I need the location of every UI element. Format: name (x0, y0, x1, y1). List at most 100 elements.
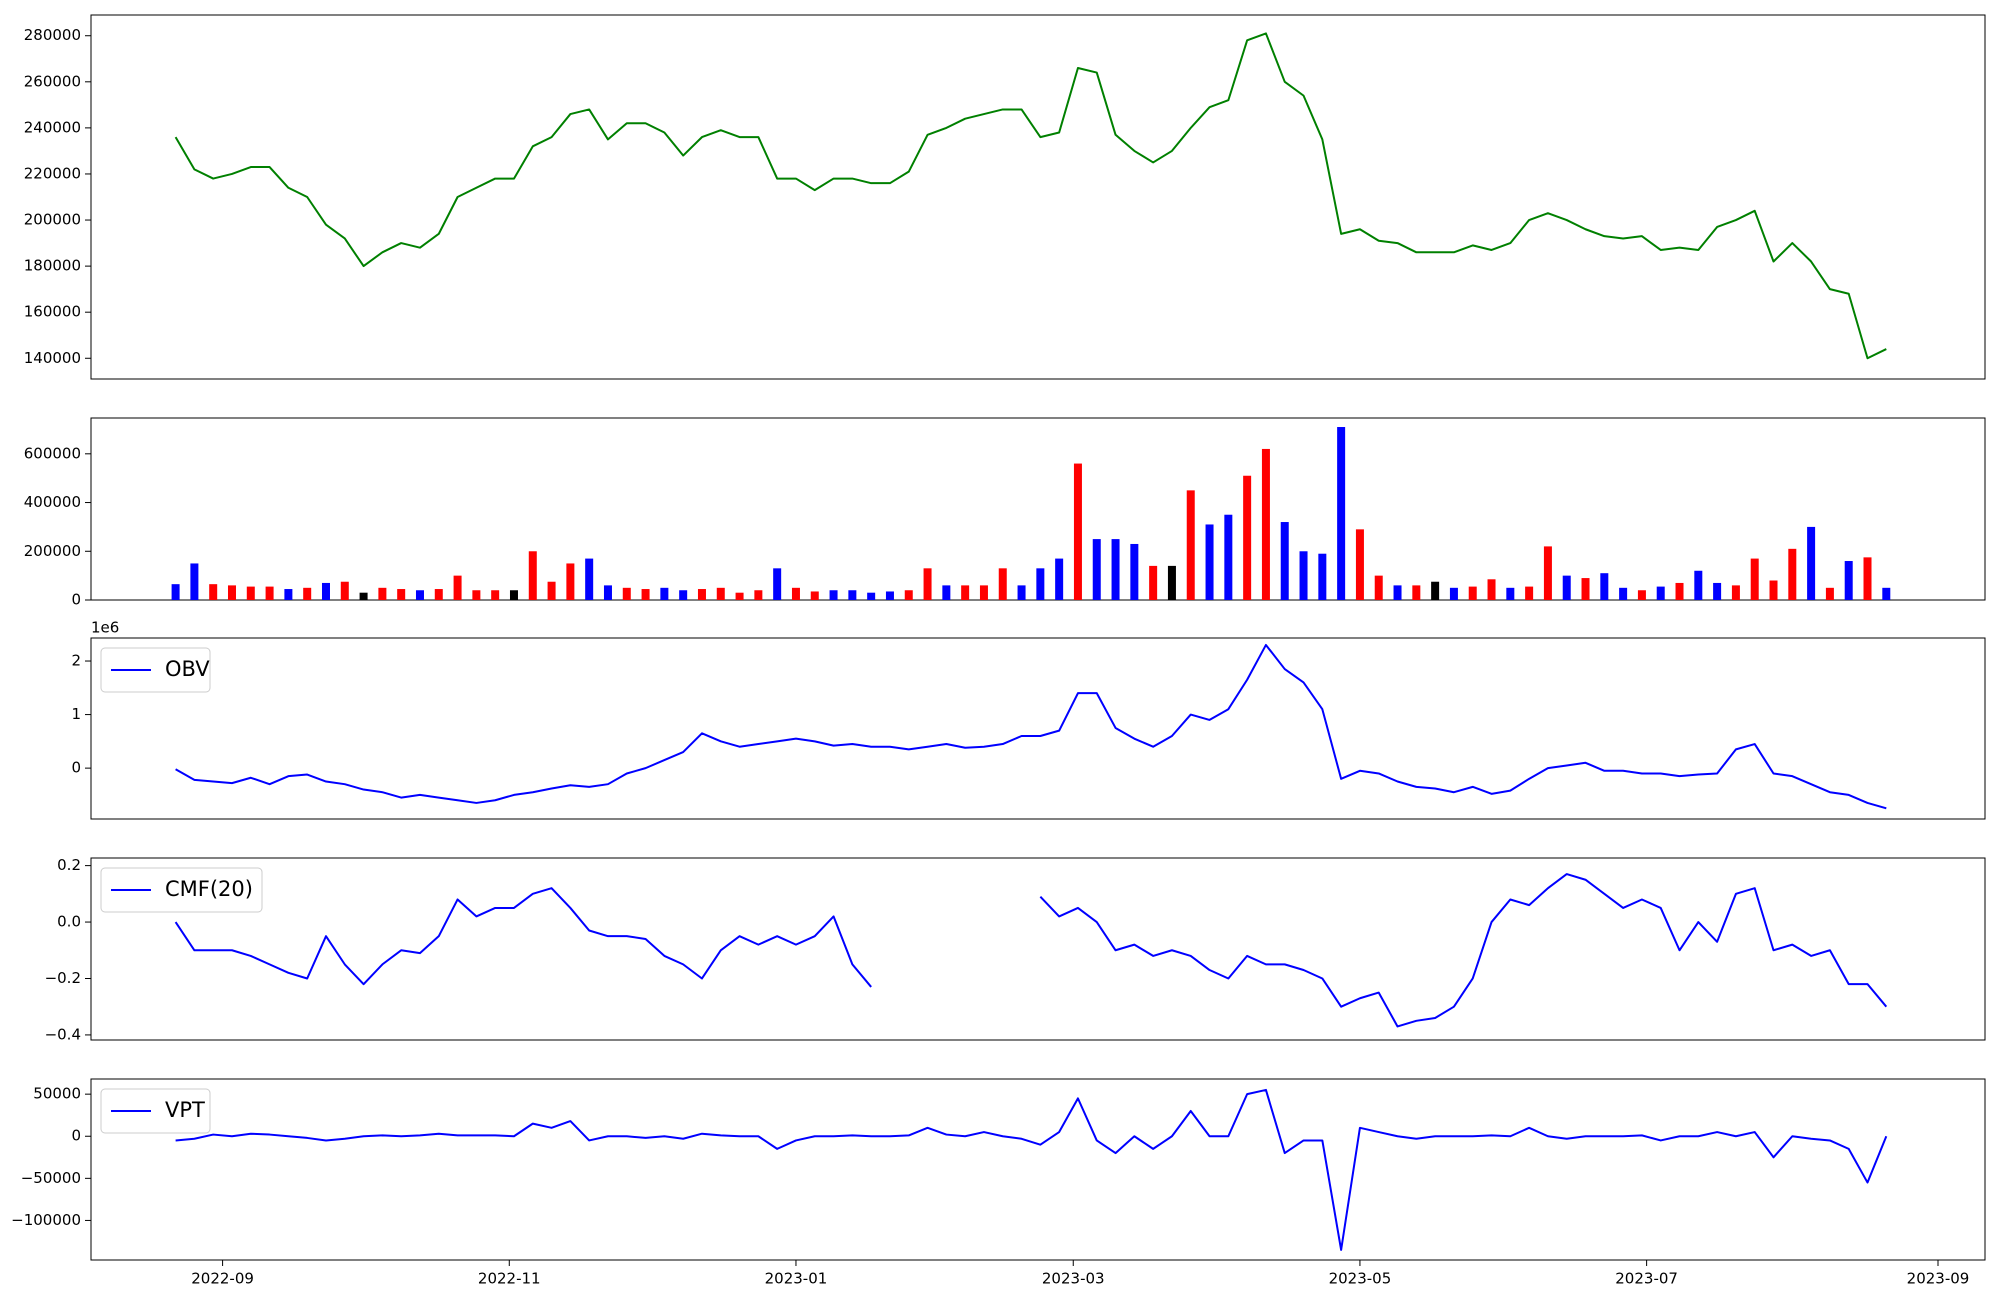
volume-bar (415, 590, 424, 600)
volume-bar (453, 575, 462, 600)
x-tick-label: 2023-07 (1615, 1270, 1678, 1288)
data-line (175, 1088, 1888, 1251)
volume-bar (1299, 551, 1308, 600)
volume-bar (998, 568, 1007, 600)
legend-label: VPT (165, 1098, 205, 1122)
volume-bar (1224, 514, 1233, 600)
y-tick-label: 240000 (24, 118, 81, 136)
y-tick-label: 0.0 (57, 913, 81, 931)
y-tick-label: 2 (71, 652, 81, 670)
legend-box (100, 1088, 211, 1134)
volume-bar (1355, 529, 1364, 600)
volume-bar (848, 590, 857, 600)
volume-bar (754, 590, 763, 600)
volume-bar (791, 587, 800, 600)
volume-bar (1713, 582, 1722, 600)
volume-bar (979, 585, 988, 600)
y-tick-label: 260000 (24, 72, 81, 90)
volume-bar (1261, 448, 1270, 600)
y-tick-label: 1 (71, 705, 81, 723)
volume-bar (1017, 585, 1026, 600)
volume-bar (1092, 539, 1101, 600)
volume-bar (1468, 586, 1477, 600)
plot-frame (90, 637, 1986, 820)
volume-bar (1374, 575, 1383, 600)
volume-bar (1036, 568, 1045, 600)
volume-bar (1619, 587, 1628, 600)
volume-bar (566, 563, 575, 600)
axis-offset-label: 1e6 (91, 619, 119, 637)
volume-bar (321, 582, 330, 600)
x-tick-label: 2022-09 (191, 1270, 254, 1288)
volume-bar (1844, 561, 1853, 600)
volume-bar (528, 551, 537, 600)
y-tick-label: −100000 (11, 1211, 81, 1229)
volume-bar (1581, 578, 1590, 600)
legend-label: OBV (165, 657, 210, 681)
y-tick-label: 0 (71, 1127, 81, 1145)
legend-box (100, 867, 263, 913)
y-tick-label: −50000 (21, 1169, 81, 1187)
volume-bar (1731, 585, 1740, 600)
volume-bar (829, 590, 838, 600)
volume-bar (942, 585, 951, 600)
volume-bar (1506, 587, 1515, 600)
volume-bar (472, 590, 481, 600)
volume-bar (679, 590, 688, 600)
data-line (175, 643, 1887, 810)
volume-bar (1337, 427, 1346, 600)
volume-bar (1825, 587, 1834, 600)
volume-bar (585, 558, 594, 600)
volume-bar (378, 587, 387, 600)
volume-bar (1205, 524, 1214, 600)
volume-bar (961, 585, 970, 600)
x-tick-label: 2023-03 (1042, 1270, 1105, 1288)
volume-bar (1882, 587, 1891, 600)
plot-frame (90, 857, 1986, 1041)
volume-bar (1562, 575, 1571, 600)
volume-bar (227, 585, 236, 600)
y-tick-label: 0 (71, 759, 81, 777)
y-tick-label: 280000 (24, 26, 81, 44)
volume-bar (1186, 490, 1195, 600)
y-tick-label: 0 (71, 591, 81, 609)
volume-bar (1656, 586, 1665, 600)
plot-frame (90, 1078, 1986, 1261)
volume-bar (1769, 580, 1778, 600)
y-tick-label: 600000 (24, 444, 81, 462)
volume-bar (1318, 553, 1327, 600)
volume-bar (1543, 546, 1552, 600)
data-line (174, 873, 1888, 1028)
legend-label: CMF(20) (165, 877, 253, 901)
x-tick-label: 2023-01 (765, 1270, 828, 1288)
volume-bar (735, 592, 744, 600)
plot-frame (90, 14, 1986, 380)
volume-bar (697, 589, 706, 600)
y-tick-label: 140000 (24, 349, 81, 367)
y-tick-label: 200000 (24, 211, 81, 229)
volume-bar (1807, 526, 1816, 600)
volume-bar (265, 586, 274, 600)
volume-bar (867, 592, 876, 600)
y-tick-label: 200000 (24, 542, 81, 560)
data-line (174, 32, 1887, 360)
volume-bar (1130, 543, 1139, 600)
volume-bar (209, 584, 218, 600)
x-tick-label: 2023-05 (1329, 1270, 1392, 1288)
y-tick-label: 180000 (24, 257, 81, 275)
volume-bar (246, 586, 255, 600)
y-tick-label: 160000 (24, 303, 81, 321)
volume-bar (1073, 463, 1082, 600)
volume-bar (1431, 581, 1440, 600)
volume-bar (1243, 475, 1252, 600)
volume-bar (1449, 587, 1458, 600)
volume-bar (1412, 585, 1421, 600)
volume-bar (340, 581, 349, 600)
volume-bar (1694, 570, 1703, 600)
y-tick-label: 50000 (33, 1085, 81, 1103)
volume-bar (810, 591, 819, 600)
volume-bar (434, 589, 443, 600)
volume-bar (491, 590, 500, 600)
volume-bar (1167, 565, 1176, 600)
